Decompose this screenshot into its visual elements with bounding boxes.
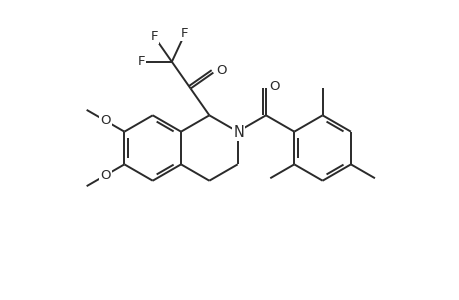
Text: F: F — [150, 30, 157, 43]
Text: O: O — [100, 114, 111, 127]
Text: F: F — [137, 55, 145, 68]
Text: O: O — [216, 64, 226, 77]
Text: O: O — [100, 169, 111, 182]
Text: N: N — [233, 125, 244, 140]
Text: F: F — [181, 27, 188, 40]
Text: O: O — [269, 80, 280, 93]
